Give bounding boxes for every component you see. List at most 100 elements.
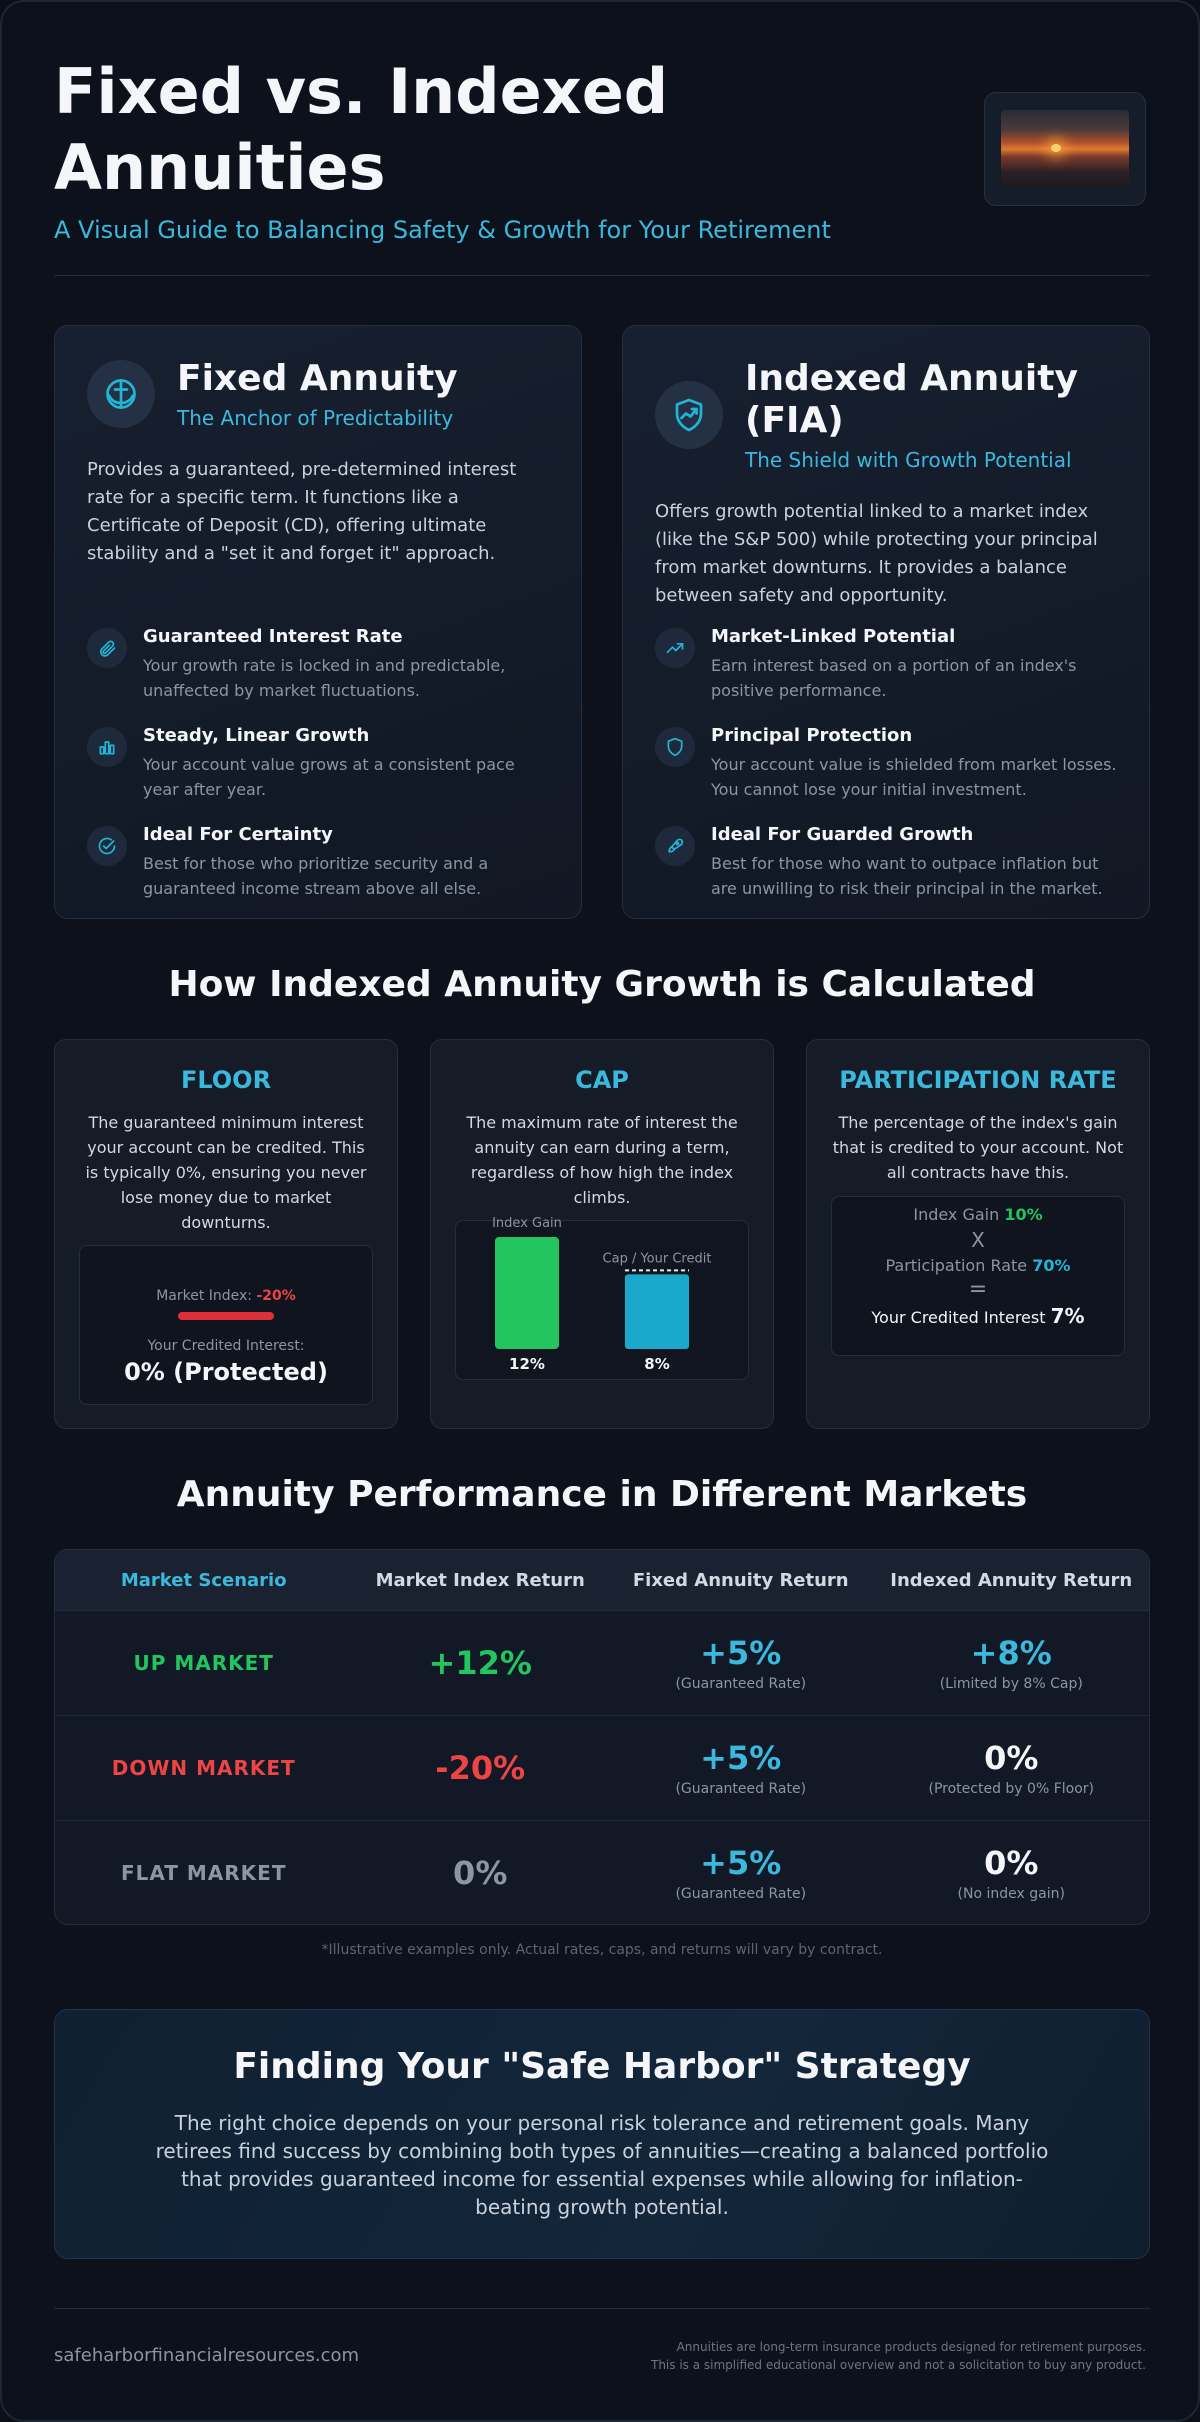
- scenario-label: FLAT MARKET: [120, 1861, 287, 1885]
- sunset-image: [1001, 110, 1129, 188]
- indexed-title: Indexed Annuity (FIA): [745, 358, 1078, 441]
- fixed-annuity-card: Fixed Annuity The Anchor of Predictabili…: [54, 325, 582, 919]
- floor-market-label: Market Index:: [156, 1288, 253, 1304]
- fixed-title: Fixed Annuity: [177, 358, 458, 399]
- feature-text: Your account value grows at a consistent…: [143, 755, 515, 799]
- participation-title: PARTICIPATION RATE: [839, 1066, 1117, 1094]
- check-circle-icon: [87, 826, 127, 866]
- participation-rate-label: Participation Rate: [885, 1256, 1028, 1275]
- floor-example-panel: Market Index: -20% Your Credited Interes…: [79, 1245, 373, 1405]
- feature-item: Market-Linked Potential Earn interest ba…: [655, 626, 1117, 703]
- header: Fixed vs. Indexed Annuities A Visual Gui…: [54, 54, 1150, 244]
- indexed-return-cell: 0% (No index gain): [874, 1844, 1150, 1902]
- floor-loss-bar: [178, 1312, 274, 1320]
- feature-title: Guaranteed Interest Rate: [143, 626, 403, 647]
- index-gain-bar: [495, 1237, 559, 1349]
- feature-title: Principal Protection: [711, 725, 913, 746]
- cap-title: CAP: [575, 1066, 629, 1094]
- cap-index-label: Index Gain: [492, 1216, 562, 1231]
- equals-symbol: =: [968, 1277, 988, 1302]
- strategy-text: The right choice depends on your persona…: [155, 2111, 1049, 2219]
- participation-credited-value: 7%: [1050, 1304, 1085, 1328]
- feature-item: Principal Protection Your account value …: [655, 725, 1117, 802]
- floor-market-value: -20%: [256, 1288, 296, 1304]
- table-header-cell: Market Scenario: [120, 1569, 287, 1591]
- fixed-return-cell: +5% (Guaranteed Rate): [608, 1634, 874, 1692]
- feature-title: Steady, Linear Growth: [143, 725, 370, 746]
- feature-text: Best for those who prioritize security a…: [143, 854, 489, 898]
- participation-rate-line: Participation Rate 70%: [832, 1256, 1124, 1275]
- feature-text: Your growth rate is locked in and predic…: [143, 656, 506, 700]
- table-row: DOWN MARKET -20% +5% (Guaranteed Rate) 0% (Pr…: [55, 1715, 1149, 1820]
- feature-item: Guaranteed Interest Rate Your growth rat…: [87, 626, 549, 703]
- fixed-return-note: (Guaranteed Rate): [675, 1886, 807, 1902]
- paperclip-icon: [87, 628, 127, 668]
- indexed-return-cell: 0% (Protected by 0% Floor): [874, 1739, 1150, 1797]
- fixed-description: Provides a guaranteed, pre-determined in…: [87, 459, 517, 564]
- fixed-return: +5%: [700, 1844, 782, 1882]
- participation-index-line: Index Gain 10%: [832, 1205, 1124, 1224]
- participation-credited-line: Your Credited Interest 7%: [832, 1304, 1124, 1328]
- footer-disclaimer: Annuities are long-term insurance produc…: [586, 2338, 1146, 2374]
- indexed-return-cell: +8% (Limited by 8% Cap): [874, 1634, 1150, 1692]
- indexed-return-note: (No index gain): [957, 1886, 1065, 1902]
- indexed-return: +8%: [970, 1634, 1052, 1672]
- table-header: Market Scenario Market Index Return Fixe…: [55, 1550, 1149, 1610]
- footer-website-link[interactable]: safeharborfinancialresources.com: [54, 2345, 360, 2366]
- shield-growth-icon: [655, 381, 723, 449]
- performance-table: Market Scenario Market Index Return Fixe…: [54, 1549, 1150, 1925]
- table-row: UP MARKET +12% +5% (Guaranteed Rate) +8% (Lim…: [55, 1610, 1149, 1715]
- feature-item: Steady, Linear Growth Your account value…: [87, 725, 549, 802]
- footer-divider: [54, 2308, 1150, 2309]
- index-return: +12%: [428, 1644, 532, 1682]
- times-symbol: X: [971, 1228, 985, 1252]
- fixed-feature-list: Guaranteed Interest Rate Your growth rat…: [87, 626, 549, 923]
- floor-description: The guaranteed minimum interest your acc…: [85, 1113, 367, 1232]
- footer-note-line: This is a simplified educational overvie…: [650, 2358, 1146, 2372]
- feature-item: Ideal For Certainty Best for those who p…: [87, 824, 549, 901]
- index-return: 0%: [453, 1854, 508, 1892]
- participation-rate-value: 70%: [1032, 1256, 1071, 1275]
- strategy-panel: Finding Your "Safe Harbor" Strategy The …: [54, 2009, 1150, 2259]
- fixed-return: +5%: [700, 1739, 782, 1777]
- table-body: UP MARKET +12% +5% (Guaranteed Rate) +8% (Lim…: [55, 1610, 1150, 1924]
- feature-title: Ideal For Certainty: [143, 824, 333, 845]
- hero-thumbnail: [984, 92, 1146, 206]
- fixed-tagline: The Anchor of Predictability: [177, 406, 454, 430]
- floor-title: FLOOR: [180, 1066, 272, 1094]
- participation-card: PARTICIPATION RATE The percentage of the…: [806, 1039, 1150, 1429]
- fixed-return: +5%: [700, 1634, 782, 1672]
- fixed-return-note: (Guaranteed Rate): [675, 1676, 807, 1692]
- bar-chart-icon: [87, 727, 127, 767]
- scenario-label: UP MARKET: [133, 1651, 274, 1675]
- scenario-label: DOWN MARKET: [111, 1756, 296, 1780]
- index-return: -20%: [435, 1749, 526, 1787]
- strategy-title: Finding Your "Safe Harbor" Strategy: [233, 2046, 971, 2087]
- participation-index-label: Index Gain: [913, 1205, 1000, 1224]
- participation-example-panel: Index Gain 10% X Participation Rate 70% …: [831, 1196, 1125, 1356]
- indexed-return-note: (Protected by 0% Floor): [928, 1781, 1094, 1797]
- cap-credit-bar: [625, 1274, 689, 1349]
- shield-icon: [655, 727, 695, 767]
- feature-title: Market-Linked Potential: [711, 626, 956, 647]
- cap-bar-chart: Index Gain Cap / Your Credit 12% 8%: [492, 1216, 712, 1373]
- floor-credited-value: 0% (Protected): [124, 1358, 328, 1386]
- feature-text: Best for those who want to outpace infla…: [711, 854, 1103, 898]
- table-header-cell: Indexed Annuity Return: [890, 1569, 1133, 1591]
- cap-card: CAP The maximum rate of interest the ann…: [430, 1039, 774, 1429]
- header-divider: [54, 275, 1150, 276]
- index-gain-value-label: 12%: [509, 1355, 545, 1373]
- cap-value-label: 8%: [644, 1355, 669, 1373]
- participation-index-value: 10%: [1004, 1205, 1043, 1224]
- cap-line-label: Cap / Your Credit: [603, 1251, 712, 1266]
- fixed-return-cell: +5% (Guaranteed Rate): [608, 1844, 874, 1902]
- table-header-cell: Fixed Annuity Return: [632, 1569, 849, 1591]
- feature-text: Your account value is shielded from mark…: [711, 755, 1117, 799]
- performance-section-title: Annuity Performance in Different Markets: [176, 1474, 1028, 1515]
- table-row: FLAT MARKET 0% +5% (Guaranteed Rate) 0% (No i…: [55, 1820, 1150, 1924]
- page-title: Fixed vs. Indexed Annuities: [54, 55, 669, 204]
- rocket-icon: [655, 826, 695, 866]
- fixed-return-cell: +5% (Guaranteed Rate): [608, 1739, 874, 1797]
- performance-disclaimer: *Illustrative examples only. Actual rate…: [321, 1942, 883, 1958]
